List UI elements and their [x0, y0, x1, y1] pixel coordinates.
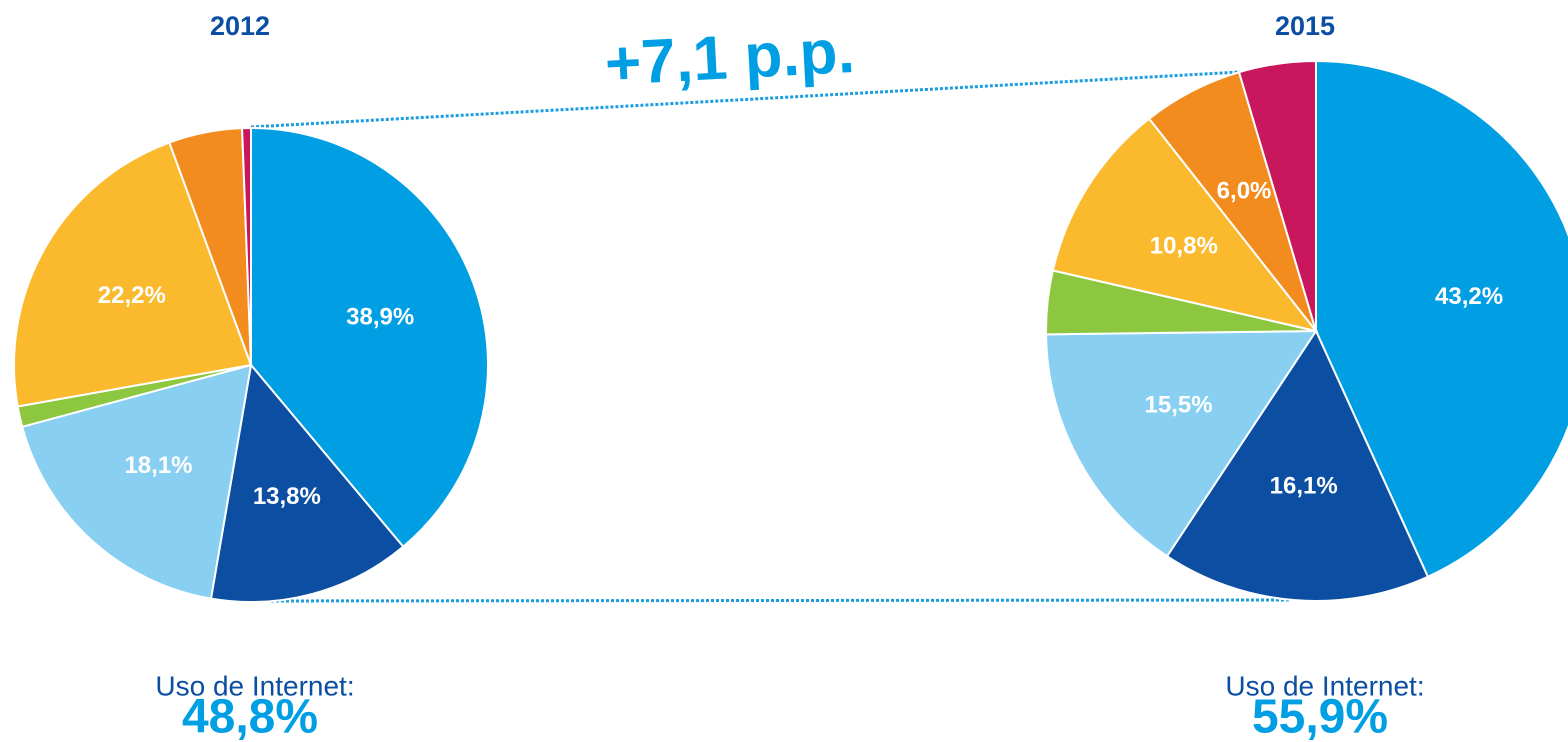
chart-title: 2015 — [1275, 11, 1335, 41]
pie-slice — [1051, 117, 1319, 333]
slice-label: 6,0% — [1217, 177, 1272, 204]
note-value: 48,8% — [182, 691, 318, 742]
pie-slice — [241, 126, 252, 366]
pie-slice — [1315, 59, 1568, 579]
connector-line — [250, 70, 1241, 129]
note: Uso de Internet: — [155, 670, 354, 701]
slice-label: 16,1% — [1270, 472, 1338, 499]
pie-slice — [1045, 329, 1318, 558]
pie-slice — [20, 363, 253, 600]
slice-label: 13,8% — [253, 483, 321, 510]
pie-slice — [1237, 59, 1317, 332]
slice-label: 38,9% — [346, 303, 414, 330]
slice-label: 10,8% — [1150, 232, 1218, 259]
slice-label: 18,1% — [124, 452, 192, 479]
slice-label: 15,5% — [1145, 391, 1213, 418]
slice-label: 22,2% — [98, 282, 166, 309]
pie-slice — [209, 362, 405, 603]
pies — [13, 59, 1568, 603]
pie-slice — [1165, 328, 1430, 602]
slice-label: 43,2% — [1435, 283, 1503, 310]
chart-title: 2012 — [210, 11, 270, 41]
note: Uso de Internet: — [1225, 670, 1424, 701]
pie-slice — [13, 141, 253, 408]
annotation: +7,1 p.p. — [603, 17, 856, 99]
note-value: 55,9% — [1252, 691, 1388, 742]
pie-slice — [250, 126, 489, 549]
connector-line — [250, 598, 1291, 603]
